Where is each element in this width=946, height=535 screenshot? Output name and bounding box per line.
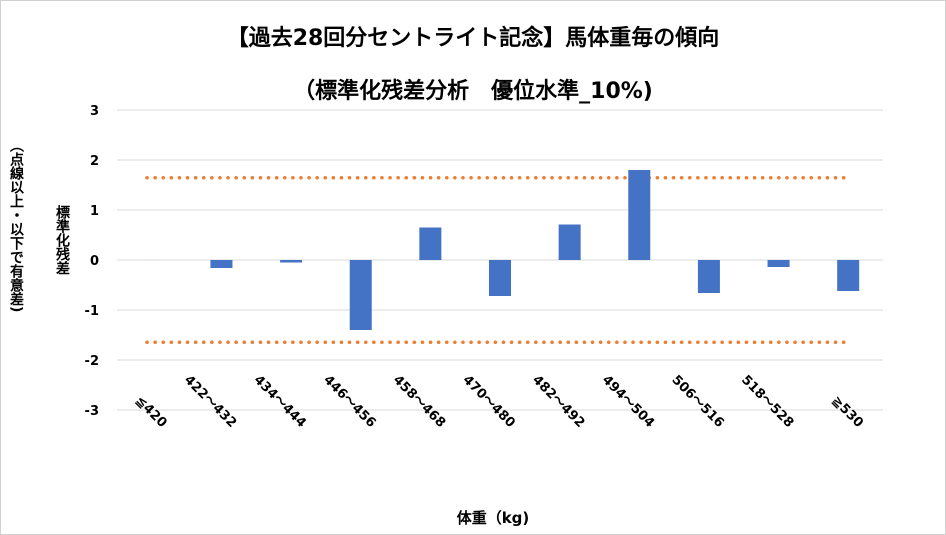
y-tick-layer: -3 -2 -1 0 1 2 3 — [85, 104, 99, 419]
bar-4 — [419, 227, 442, 260]
x-tick-label: 422～432 — [181, 373, 239, 431]
bar-1 — [210, 260, 233, 268]
bar-2 — [280, 260, 303, 263]
x-tick-label: 470～480 — [460, 373, 518, 431]
y-tick-label: 0 — [90, 254, 99, 269]
x-tick-layer: ≦420 422～432 434～444 446～456 458～468 470～480 4… — [132, 373, 866, 431]
x-tick-label: 494～504 — [599, 373, 657, 431]
chart-title-line2: （標準化残差分析 優位水準_10%) — [293, 79, 653, 104]
x-tick-label: 434～444 — [251, 373, 309, 431]
x-tick-label: 518～528 — [738, 373, 796, 431]
bar-8 — [697, 260, 720, 293]
bar-layer — [140, 170, 860, 330]
x-tick-label: 506～516 — [669, 373, 727, 431]
threshold-layer — [145, 176, 847, 344]
x-tick-label: 446～456 — [320, 373, 378, 431]
y-tick-label: 1 — [90, 204, 99, 219]
y-axis-label-sub: （点線以上・以下で有意差) — [8, 138, 24, 313]
y-tick-label: -1 — [85, 304, 99, 319]
y-tick-label: 2 — [90, 154, 99, 169]
bar-10 — [837, 260, 860, 291]
bar-7 — [628, 170, 651, 260]
bar-6 — [558, 224, 581, 260]
x-tick-label: ≦420 — [132, 393, 169, 430]
y-tick-label: -3 — [85, 404, 99, 419]
x-tick-label: 458～468 — [390, 373, 448, 431]
x-tick-label: ≧530 — [828, 393, 865, 430]
chart-title-line1: 【過去28回分セントライト記念】馬体重毎の傾向 — [226, 26, 720, 51]
x-axis-label: 体重（kg) — [457, 509, 530, 527]
bar-5 — [489, 260, 511, 296]
bar-9 — [767, 260, 790, 267]
x-tick-label: 482～492 — [529, 373, 587, 431]
y-tick-label: -2 — [85, 354, 99, 369]
y-axis-label: 標準化残差 — [54, 205, 70, 275]
y-tick-label: 3 — [90, 104, 99, 119]
bar-3 — [349, 260, 372, 330]
grid-layer — [117, 109, 883, 411]
